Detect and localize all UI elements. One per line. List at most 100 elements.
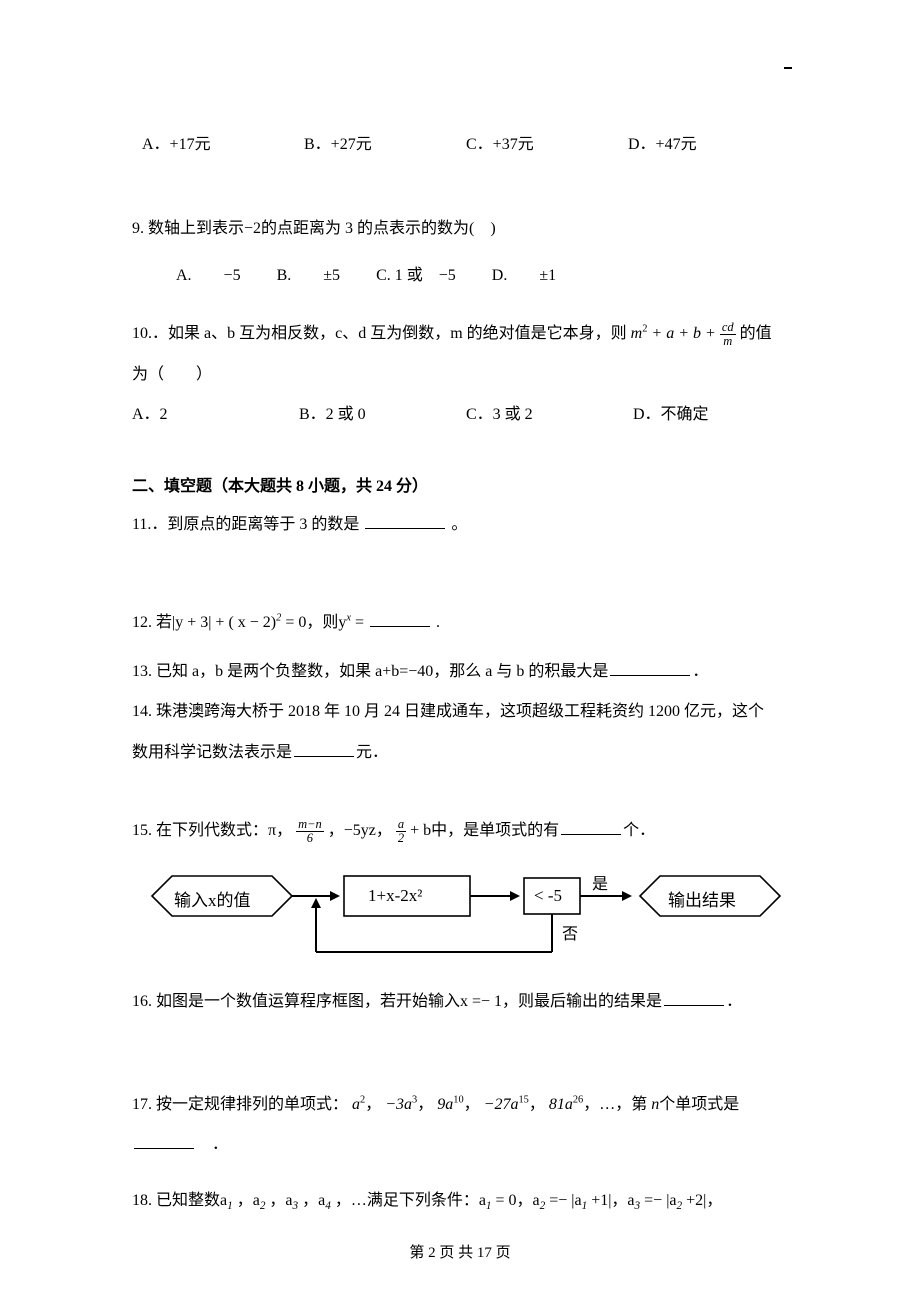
flow-in: 输入x的值: [174, 886, 251, 911]
q9-opt-b: B. ±5: [277, 262, 340, 291]
q15-pre: 15. 在下列代数式：π，: [132, 822, 292, 839]
q17-t9: −27a: [484, 1096, 519, 1113]
q17-t2: ，: [365, 1096, 381, 1113]
q15-f2d: 2: [396, 832, 406, 845]
q10-opt-d: D．不确定: [633, 400, 800, 424]
q18-ix2: 2: [540, 1201, 546, 1213]
q14-l2: 数用科学记数法表示是元．: [132, 738, 800, 768]
q17-t3: −3a: [385, 1096, 412, 1113]
page-mark: [784, 67, 792, 69]
q10-opt-b: B．2 或 0: [299, 400, 466, 424]
q18-ix1: 1: [486, 1201, 492, 1213]
q9-stem: 9. 数轴上到表示−2的点距离为 3 的点表示的数为( ): [132, 214, 800, 244]
q17-blank: [134, 1135, 194, 1149]
q17-t16: 个单项式是: [659, 1096, 739, 1113]
q15-mid1: ，−5yz，: [328, 822, 392, 839]
q17-pre: 17. 按一定规律排列的单项式：: [132, 1096, 348, 1113]
q18-ix1b: 1: [582, 1201, 588, 1213]
flowchart: 输入x的值 1+x-2x² < -5 是 否 输出结果: [132, 856, 800, 981]
q18-eq3: =− |a: [644, 1192, 676, 1209]
q18-c3: ，a: [302, 1192, 325, 1209]
footer: 第 2 页 共 17 页: [0, 1241, 920, 1262]
q18-c1: ，a: [237, 1192, 260, 1209]
q11-blank: [365, 515, 445, 529]
q8-opt-c: C．+37元: [466, 130, 628, 154]
q16-end: ．: [726, 993, 742, 1010]
q17-t5: ，: [417, 1096, 433, 1113]
q15-f2n: a: [396, 818, 406, 832]
q10-stem-a: 10.．如果 a、b 互为相反数，c、d 互为倒数，m 的绝对值是它本身，则: [132, 325, 631, 342]
q17-t14: ，…，第: [583, 1096, 647, 1113]
q11-end: 。: [451, 516, 467, 533]
q12-pre: 12. 若|y + 3| + ( x − 2): [132, 614, 276, 631]
q8-opt-a: A．+17元: [142, 130, 304, 154]
q18-i3: 3: [293, 1201, 299, 1213]
flow-out: 输出结果: [668, 886, 736, 911]
q11-pre: 11.．到原点的距离等于 3 的数是: [132, 516, 359, 533]
q9-stem-text: 9. 数轴上到表示−2的点距离为 3 的点表示的数为( ): [132, 220, 496, 237]
q11: 11.．到原点的距离等于 3 的数是 。: [132, 510, 800, 540]
q12: 12. 若|y + 3| + ( x − 2)2 = 0，则yx = .: [132, 608, 800, 638]
flow-box: 1+x-2x²: [368, 886, 422, 906]
q18-c2: ，a: [269, 1192, 292, 1209]
q18-i1: 1: [227, 1201, 233, 1213]
q17-t11: ，: [529, 1096, 545, 1113]
q17-t10: 15: [518, 1094, 528, 1105]
q13: 13. 已知 a，b 是两个负整数，如果 a+b=−40，那么 a 与 b 的积…: [132, 657, 800, 687]
q18: 18. 已知整数a1 ，a2 ，a3 ，a4 ，…满足下列条件：a1 = 0，a…: [132, 1186, 800, 1217]
q17-t13: 26: [573, 1094, 583, 1105]
q10-expr-frac: cdm: [720, 321, 736, 348]
section2-title: 二、填空题（本大题共 8 小题，共 24 分）: [132, 472, 800, 496]
q15-mid2: + b中，是单项式的有: [410, 822, 559, 839]
q10-options: A．2 B．2 或 0 C．3 或 2 D．不确定: [132, 400, 800, 424]
q12-blank: [370, 613, 430, 627]
q18-eq1: = 0，a: [496, 1192, 540, 1209]
q10-opt-a: A．2: [132, 400, 299, 424]
q12-end: .: [432, 614, 440, 631]
q17-t7: 10: [453, 1094, 463, 1105]
q14-l2b: 元．: [356, 744, 388, 761]
q18-pre: 18. 已知整数a: [132, 1192, 227, 1209]
q15-frac2: a2: [396, 818, 406, 845]
page-body: A．+17元 B．+27元 C．+37元 D．+47元 9. 数轴上到表示−2的…: [0, 0, 920, 1268]
q17-line2: ．: [132, 1130, 800, 1160]
q16-blank: [664, 992, 724, 1006]
q18-ix2b: 2: [677, 1201, 683, 1213]
q10-stem-b: 的值: [740, 325, 772, 342]
q18-ix3: 3: [635, 1201, 641, 1213]
q17-t6: 9a: [437, 1096, 453, 1113]
q15-f1d: 6: [296, 832, 324, 845]
q10-stem-c: 为（ ）: [132, 360, 800, 390]
flow-no: 否: [562, 920, 578, 944]
q18-pl2: +2|，: [686, 1192, 722, 1209]
q13-pre: 13. 已知 a，b 是两个负整数，如果 a+b=−40，那么 a 与 b 的积…: [132, 663, 608, 680]
q17-t12: 81a: [549, 1096, 573, 1113]
q18-mid: ，…满足下列条件：a: [335, 1192, 486, 1209]
q10-expr-m2: m: [631, 325, 643, 342]
q16-pre: 16. 如图是一个数值运算程序框图，若开始输入x =− 1，则最后输出的结果是: [132, 993, 662, 1010]
flow-cmp: < -5: [534, 886, 562, 906]
q17-t0: a: [352, 1096, 360, 1113]
q14-l1: 14. 珠港澳跨海大桥于 2018 年 10 月 24 日建成通车，这项超级工程…: [132, 697, 800, 727]
q15: 15. 在下列代数式：π， m−n6 ，−5yz， a2 + b中，是单项式的有…: [132, 816, 800, 846]
q12-mid: = 0，则y: [281, 614, 346, 631]
q13-blank: [610, 662, 690, 676]
q15-end: 个．: [623, 822, 655, 839]
q16: 16. 如图是一个数值运算程序框图，若开始输入x =− 1，则最后输出的结果是 ．: [132, 987, 800, 1017]
q10-stem: 10.．如果 a、b 互为相反数，c、d 互为倒数，m 的绝对值是它本身，则 m…: [132, 319, 800, 349]
q10-frac-n: cd: [720, 321, 736, 335]
q15-f1n: m−n: [296, 818, 324, 832]
q17-t8: ，: [464, 1096, 480, 1113]
q8-opt-b: B．+27元: [304, 130, 466, 154]
q18-eq2: =− |a: [549, 1192, 581, 1209]
q17: 17. 按一定规律排列的单项式： a2， −3a3， 9a10， −27a15，…: [132, 1090, 800, 1120]
q14-blank: [294, 743, 354, 757]
q9-opt-d: D. ±1: [492, 262, 556, 291]
q10-opt-c: C．3 或 2: [466, 400, 633, 424]
q17-end: ．: [196, 1136, 228, 1153]
flow-yes: 是: [592, 870, 608, 894]
q15-frac1: m−n6: [296, 818, 324, 845]
q12-post: =: [351, 614, 368, 631]
q18-i4: 4: [325, 1201, 331, 1213]
q18-pl1: +1|，a: [591, 1192, 634, 1209]
